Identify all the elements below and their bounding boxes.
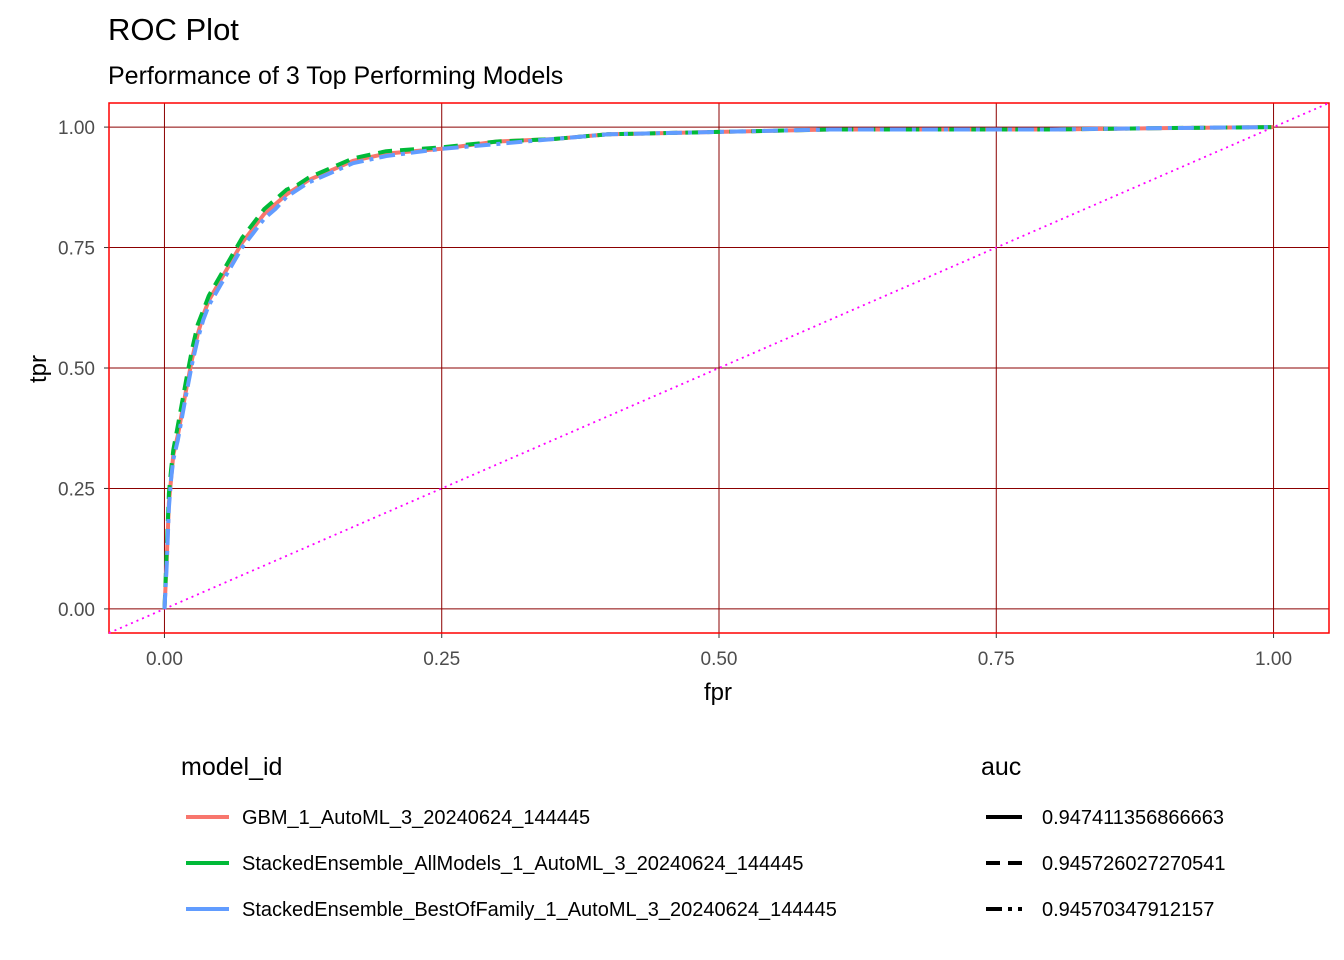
x-tick-label: 0.25 — [423, 649, 460, 670]
legend-label-auc-1: 0.947411356866663 — [1042, 807, 1224, 829]
x-tick-label: 0.75 — [978, 649, 1015, 670]
legend-label-auc-2: 0.945726027270541 — [1042, 853, 1226, 875]
x-tick-label: 0.50 — [701, 649, 738, 670]
legend-title-auc: auc — [981, 753, 1021, 781]
y-tick-label: 0.25 — [58, 479, 95, 500]
legend-label-model-1: GBM_1_AutoML_3_20240624_144445 — [242, 807, 590, 829]
legend-label-auc-3: 0.94570347912157 — [1042, 899, 1214, 921]
legend-title-model-id: model_id — [181, 753, 282, 781]
plot-area: 0.00 0.25 0.50 0.75 1.00 0.00 0.25 0.50 0.75 1.00 — [58, 102, 1330, 670]
x-tick-label: 0.00 — [146, 649, 183, 670]
x-tick-label: 1.00 — [1255, 649, 1292, 670]
chart-title: ROC Plot — [108, 12, 239, 47]
series-line-2 — [162, 125, 1274, 609]
y-tick-label: 1.00 — [58, 118, 95, 139]
y-tick-label: 0.50 — [58, 359, 95, 380]
chart-subtitle: Performance of 3 Top Performing Models — [108, 62, 563, 90]
panel-border — [108, 102, 1330, 634]
legend: model_id auc GBM_1_AutoML_3_20240624_14444… — [181, 753, 1226, 921]
y-axis-title: tpr — [25, 355, 52, 383]
legend-label-model-2: StackedEnsemble_AllModels_1_AutoML_3_202… — [242, 853, 804, 875]
legend-label-model-3: StackedEnsemble_BestOfFamily_1_AutoML_3_… — [242, 899, 837, 921]
x-axis-title: fpr — [704, 679, 732, 706]
series-line-3 — [162, 125, 1274, 610]
y-tick-label: 0.75 — [58, 239, 95, 260]
y-tick-label: 0.00 — [58, 600, 95, 621]
